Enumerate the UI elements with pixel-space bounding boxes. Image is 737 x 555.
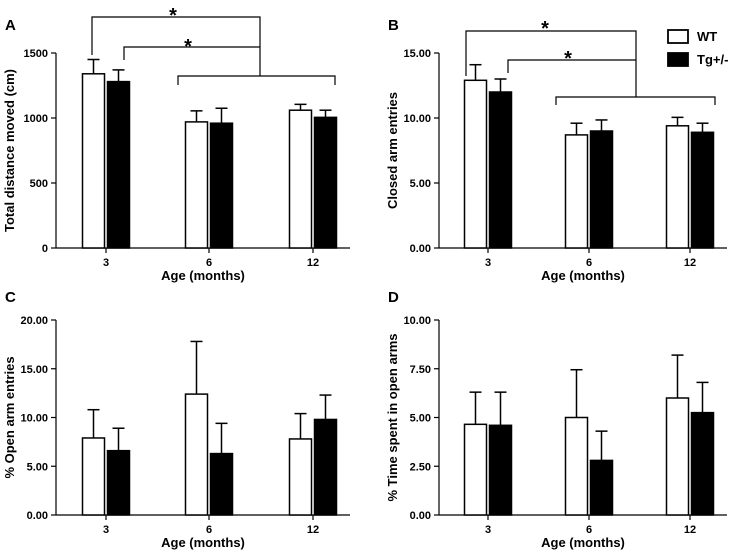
- bar-tg-12: [690, 411, 715, 516]
- panel-c: C 0.00 5.00 10.00 15.00 20.00 3 6 12 Age (months)…: [2, 289, 350, 550]
- legend-label: Tg+/-: [697, 52, 728, 67]
- bar-wt-6: [184, 121, 209, 249]
- significance-star: *: [184, 36, 192, 58]
- bar-tg-3: [488, 424, 513, 516]
- x-tick-label: 3: [485, 524, 491, 536]
- y-axis-title: % Open arm entries: [2, 356, 17, 478]
- x-tick-label: 6: [586, 257, 592, 269]
- panel-a: A 0 500 1000 1500 3 6 12 Age (months) Total dista…: [2, 5, 350, 283]
- legend-swatch: [667, 52, 689, 67]
- y-tick-label: 20.00: [20, 315, 48, 327]
- y-axis-title: Closed arm entries: [385, 92, 400, 209]
- y-tick-label: 7.50: [410, 364, 431, 376]
- panel-letter: D: [388, 289, 399, 306]
- bar-tg-6: [589, 459, 614, 516]
- y-tick-label: 5.00: [410, 178, 431, 190]
- y-tick-label: 5.00: [410, 413, 431, 425]
- x-tick-label: 12: [307, 257, 319, 269]
- bar-tg-12: [313, 116, 338, 249]
- y-tick-label: 0: [42, 243, 48, 255]
- y-tick-label: 10.00: [403, 315, 431, 327]
- y-tick-label: 10.00: [20, 413, 48, 425]
- panel-d: D 0.00 2.50 5.00 7.50 10.00 3 6 12 Age (months) % …: [385, 289, 727, 550]
- y-tick-label: 5.00: [27, 461, 48, 473]
- x-tick-label: 6: [206, 524, 212, 536]
- y-tick-label: 15.00: [403, 48, 431, 60]
- bar-wt-12: [665, 397, 690, 516]
- bar-wt-12: [665, 125, 690, 249]
- y-tick-label: 0.00: [410, 243, 431, 255]
- bar-wt-3: [81, 437, 106, 516]
- bar-tg-6: [589, 130, 614, 249]
- x-axis-title: Age (months): [161, 268, 245, 283]
- bar-tg-3: [488, 91, 513, 249]
- x-tick-label: 3: [103, 257, 109, 269]
- bar-wt-12: [288, 109, 313, 249]
- significance-bracket: [555, 96, 716, 105]
- x-tick-label: 12: [684, 257, 696, 269]
- significance-bracket: [123, 46, 260, 60]
- y-tick-label: 15.00: [20, 364, 48, 376]
- y-tick-label: 2.50: [410, 461, 431, 473]
- y-axis-title: Total distance moved (cm): [2, 69, 17, 232]
- panel-letter: A: [5, 17, 16, 34]
- bar-tg-12: [313, 418, 338, 516]
- panel-b: B 0.00 5.00 10.00 15.00 3 6 12 Age (months) Close…: [385, 17, 728, 283]
- x-tick-label: 6: [586, 524, 592, 536]
- legend-swatch: [667, 29, 689, 44]
- significance-star: *: [541, 18, 549, 40]
- bar-wt-3: [463, 423, 488, 516]
- x-axis-title: Age (months): [161, 535, 245, 550]
- y-tick-label: 0.00: [27, 510, 48, 522]
- panel-letter: B: [388, 17, 399, 34]
- bar-tg-6: [209, 452, 234, 516]
- x-axis-title: Age (months): [541, 535, 625, 550]
- bar-wt-12: [288, 438, 313, 516]
- y-tick-label: 10.00: [403, 113, 431, 125]
- x-tick-label: 12: [307, 524, 319, 536]
- legend-label: WT: [697, 29, 717, 44]
- panel-letter: C: [5, 289, 16, 306]
- bar-wt-6: [564, 134, 589, 249]
- x-tick-label: 3: [485, 257, 491, 269]
- y-tick-label: 0.00: [410, 510, 431, 522]
- significance-star: *: [169, 5, 177, 27]
- bar-tg-3: [106, 449, 131, 516]
- bar-tg-12: [690, 131, 715, 249]
- y-tick-label: 1500: [24, 48, 48, 60]
- significance-bracket: [507, 59, 636, 73]
- significance-star: *: [564, 48, 572, 70]
- bar-tg-3: [106, 80, 131, 249]
- x-tick-label: 6: [206, 257, 212, 269]
- x-tick-label: 3: [103, 524, 109, 536]
- bar-wt-6: [564, 416, 589, 516]
- y-tick-label: 500: [30, 178, 48, 190]
- significance-bracket: [177, 75, 336, 85]
- y-axis-title: % Time spent in open arms: [385, 333, 400, 501]
- y-tick-label: 1000: [24, 113, 48, 125]
- bar-wt-3: [81, 73, 106, 249]
- x-tick-label: 12: [684, 524, 696, 536]
- bar-tg-6: [209, 122, 234, 249]
- x-axis-title: Age (months): [541, 268, 625, 283]
- legend: WT Tg+/-: [667, 29, 728, 67]
- significance-bracket: [465, 30, 637, 97]
- bar-wt-3: [463, 79, 488, 249]
- bar-wt-6: [184, 393, 209, 516]
